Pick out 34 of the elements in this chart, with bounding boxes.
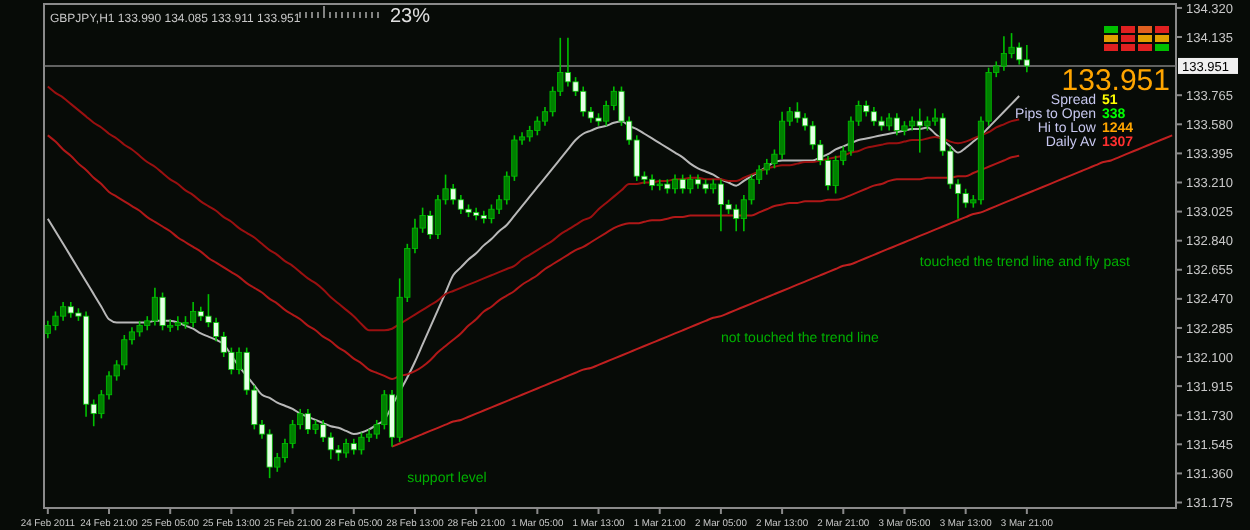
- candlestick: [450, 183, 457, 206]
- candlestick: [266, 428, 273, 479]
- candlestick: [121, 334, 128, 371]
- candlestick: [794, 101, 801, 124]
- candlestick: [564, 37, 572, 88]
- candlestick: [60, 301, 67, 322]
- annotation: 23%: [390, 6, 431, 28]
- candlestick: [832, 154, 839, 195]
- candlestick: [358, 431, 365, 456]
- candlestick: [733, 203, 740, 233]
- candlestick: [580, 85, 587, 118]
- candlestick: [434, 194, 441, 240]
- candlestick: [52, 310, 59, 332]
- candlestick: [457, 194, 464, 215]
- candlestick: [687, 173, 694, 195]
- candlestick: [343, 438, 350, 459]
- candlestick: [151, 287, 158, 327]
- candlestick: [916, 107, 923, 154]
- candlestick: [679, 173, 686, 195]
- candlestick: [1016, 41, 1023, 66]
- candlestick: [893, 112, 900, 137]
- candlestick: [190, 301, 197, 328]
- candlestick: [534, 115, 541, 137]
- candlestick: [304, 408, 311, 435]
- candlestick: [381, 389, 388, 431]
- candlestick: [1023, 44, 1030, 74]
- candlestick: [779, 110, 786, 160]
- candlestick: [870, 106, 877, 127]
- candlestick: [488, 203, 495, 225]
- candlestick: [1000, 35, 1007, 72]
- candlestick: [717, 178, 724, 233]
- candlestick: [671, 173, 679, 195]
- line-series: [391, 134, 1174, 448]
- candlestick: [159, 291, 166, 332]
